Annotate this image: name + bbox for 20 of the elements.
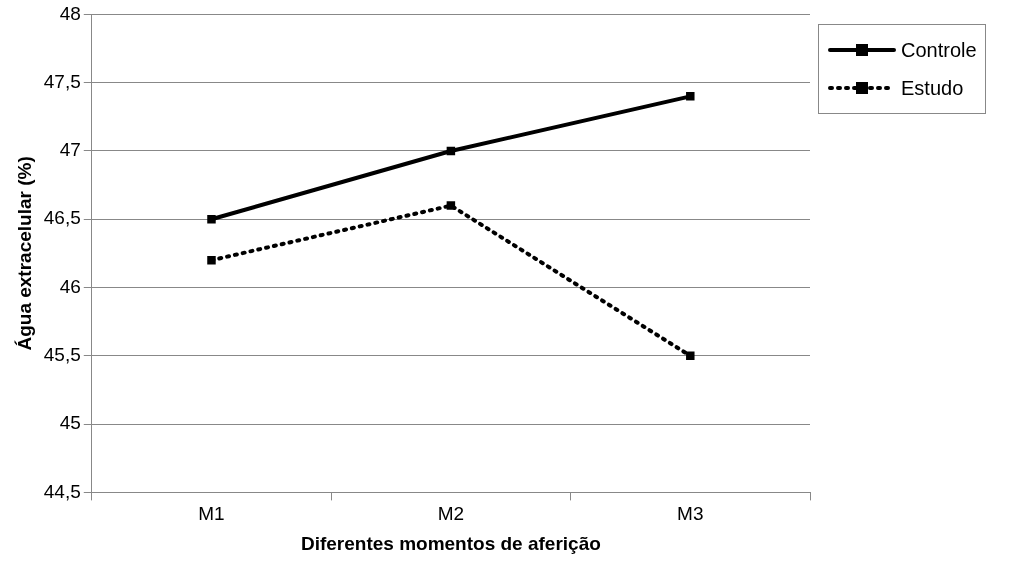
y-tick-label: 45	[59, 412, 81, 434]
y-tick-label: 45,5	[43, 344, 81, 366]
y-tick-label: 48	[59, 2, 81, 24]
point	[686, 92, 695, 101]
legend-label: Estudo	[901, 76, 964, 100]
legend-label: Controle	[901, 38, 977, 62]
y-axis-title: Água extracelular (%)	[13, 156, 35, 351]
point	[686, 351, 695, 361]
y-tick-label: 47,5	[43, 70, 81, 92]
point	[207, 215, 216, 224]
x-axis-title: Diferentes momentos de aferição	[300, 532, 601, 554]
x-tick-label: M1	[198, 503, 225, 525]
y-tick-label: 44,5	[43, 480, 81, 502]
y-tick-label: 47	[59, 139, 81, 161]
x-tick-label: M2	[437, 503, 465, 525]
y-tick-label: 46,5	[43, 207, 81, 229]
y-tick-label: 46	[59, 275, 81, 297]
point	[207, 255, 216, 265]
point	[446, 201, 456, 210]
x-tick-label: M3	[677, 503, 704, 525]
